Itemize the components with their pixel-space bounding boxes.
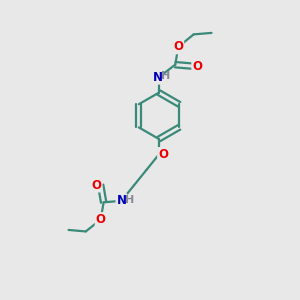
Text: O: O <box>173 40 183 53</box>
Text: O: O <box>192 60 202 73</box>
Text: O: O <box>92 178 101 192</box>
Text: H: H <box>125 195 134 205</box>
Text: O: O <box>158 148 168 161</box>
Text: N: N <box>116 194 127 207</box>
Text: O: O <box>96 213 106 226</box>
Text: N: N <box>152 71 162 84</box>
Text: H: H <box>161 71 170 81</box>
